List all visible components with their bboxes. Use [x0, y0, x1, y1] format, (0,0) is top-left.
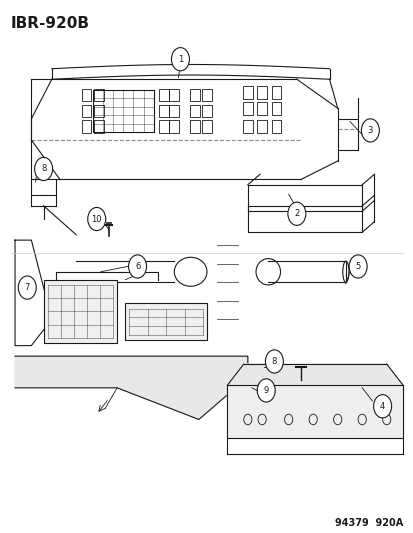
Polygon shape: [227, 364, 402, 385]
Bar: [190, 120, 199, 133]
Bar: [81, 104, 91, 117]
Text: 7: 7: [24, 283, 30, 292]
Bar: [94, 104, 103, 117]
Circle shape: [88, 207, 105, 231]
Bar: [202, 89, 211, 101]
Bar: [81, 89, 91, 101]
Bar: [159, 104, 169, 117]
Bar: [271, 86, 281, 99]
Circle shape: [256, 379, 275, 402]
Text: 1: 1: [178, 55, 183, 64]
Text: 8: 8: [271, 357, 276, 366]
Bar: [190, 89, 199, 101]
Bar: [242, 86, 252, 99]
Bar: [169, 120, 179, 133]
Circle shape: [265, 350, 282, 373]
Bar: [81, 120, 91, 133]
Text: 3: 3: [367, 126, 372, 135]
Bar: [169, 89, 179, 101]
Circle shape: [373, 394, 391, 418]
Text: 10: 10: [91, 214, 102, 223]
Bar: [159, 120, 169, 133]
Bar: [256, 102, 266, 115]
Circle shape: [35, 157, 52, 181]
Bar: [271, 102, 281, 115]
Bar: [256, 120, 266, 133]
Text: IBR-920B: IBR-920B: [11, 16, 90, 31]
Polygon shape: [15, 356, 247, 419]
Text: 8: 8: [41, 164, 46, 173]
Text: 4: 4: [379, 402, 385, 411]
Circle shape: [287, 202, 305, 225]
Text: 94379  920A: 94379 920A: [334, 518, 402, 528]
Bar: [256, 86, 266, 99]
Bar: [43, 280, 117, 343]
Circle shape: [128, 255, 146, 278]
Bar: [242, 102, 252, 115]
Bar: [202, 104, 211, 117]
Circle shape: [171, 47, 189, 71]
Text: 2: 2: [294, 209, 299, 218]
Bar: [94, 89, 103, 101]
Text: 5: 5: [355, 262, 360, 271]
Text: 6: 6: [135, 262, 140, 271]
Circle shape: [348, 255, 366, 278]
Circle shape: [18, 276, 36, 299]
Bar: [93, 90, 154, 132]
Bar: [190, 104, 199, 117]
Text: 9: 9: [263, 386, 268, 395]
Bar: [169, 104, 179, 117]
Bar: [271, 120, 281, 133]
Polygon shape: [227, 385, 402, 438]
Bar: [242, 120, 252, 133]
Circle shape: [361, 119, 378, 142]
Bar: [202, 120, 211, 133]
Bar: [159, 89, 169, 101]
Bar: [125, 303, 206, 341]
Bar: [94, 120, 103, 133]
